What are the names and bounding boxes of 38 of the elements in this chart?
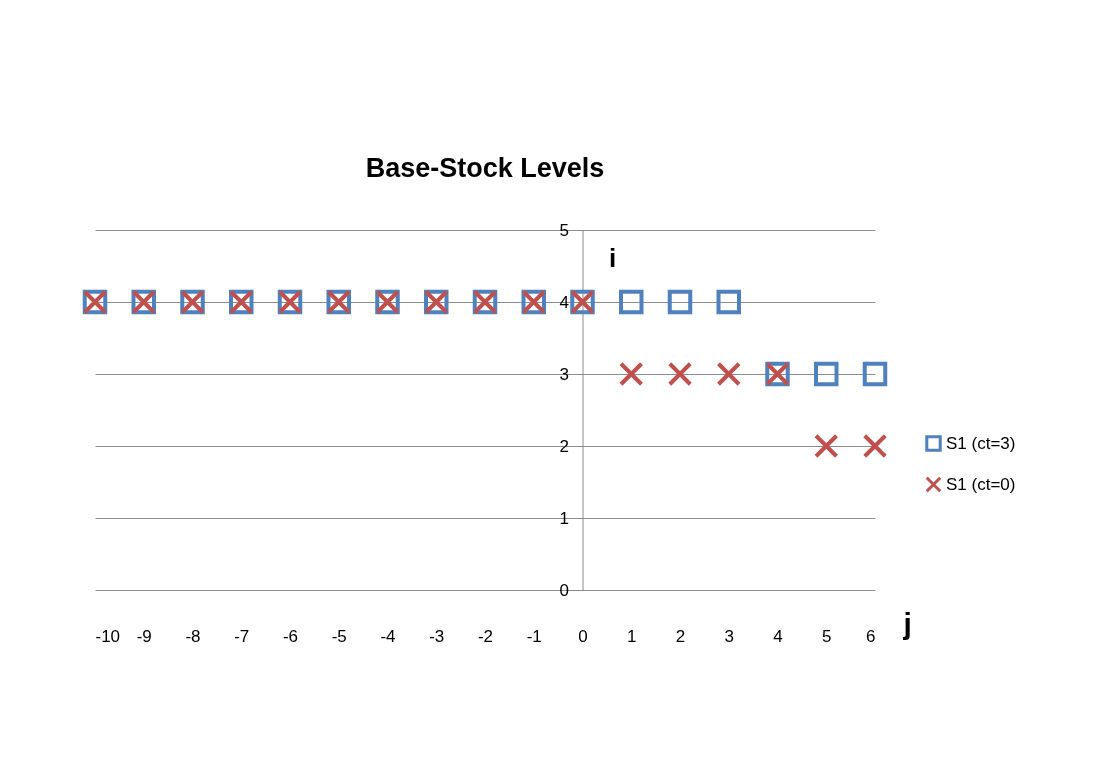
point (619, 361, 644, 387)
point (814, 361, 839, 387)
x-tick-label: 0 (578, 626, 588, 646)
y-tick-label: 2 (559, 436, 569, 456)
x-tick-label: -9 (136, 626, 152, 646)
x-tick-label: -8 (185, 626, 201, 646)
x-tick-label: 3 (724, 626, 734, 646)
x-tick-label: -6 (282, 626, 299, 646)
x-axis-title: j (902, 606, 912, 640)
point (619, 289, 644, 315)
x-tick-label: -4 (380, 626, 396, 646)
x-tick-label: -3 (429, 626, 445, 646)
x-tick-label: -1 (526, 626, 542, 646)
x-tick-label: -7 (234, 626, 250, 646)
y-tick-label: 4 (559, 292, 569, 312)
x-tick-label: -5 (331, 626, 347, 646)
x-tick-label: -10 (95, 626, 121, 646)
legend-label: S1 (ct=0) (946, 474, 1016, 494)
x-tick-label: 5 (822, 626, 832, 646)
legend-label: S1 (ct=3) (946, 433, 1016, 453)
y-tick-label: 1 (559, 508, 569, 528)
chart-title: Base-Stock Levels (365, 153, 605, 183)
y-tick-label: 3 (559, 364, 569, 384)
x-tick-label: -2 (477, 626, 494, 646)
point (716, 289, 741, 315)
point (862, 433, 888, 459)
point (716, 361, 741, 387)
point (667, 289, 693, 315)
point (814, 433, 839, 459)
y-tick-label: 0 (559, 580, 569, 600)
point (862, 361, 888, 387)
y-axis-title: i (609, 242, 617, 273)
point (667, 361, 693, 387)
y-tick-label: 5 (559, 220, 569, 240)
x-tick-label: 4 (773, 626, 783, 646)
x-tick-label: 1 (627, 626, 637, 646)
x-tick-label: 2 (675, 626, 686, 646)
x-tick-label: 6 (866, 626, 876, 646)
